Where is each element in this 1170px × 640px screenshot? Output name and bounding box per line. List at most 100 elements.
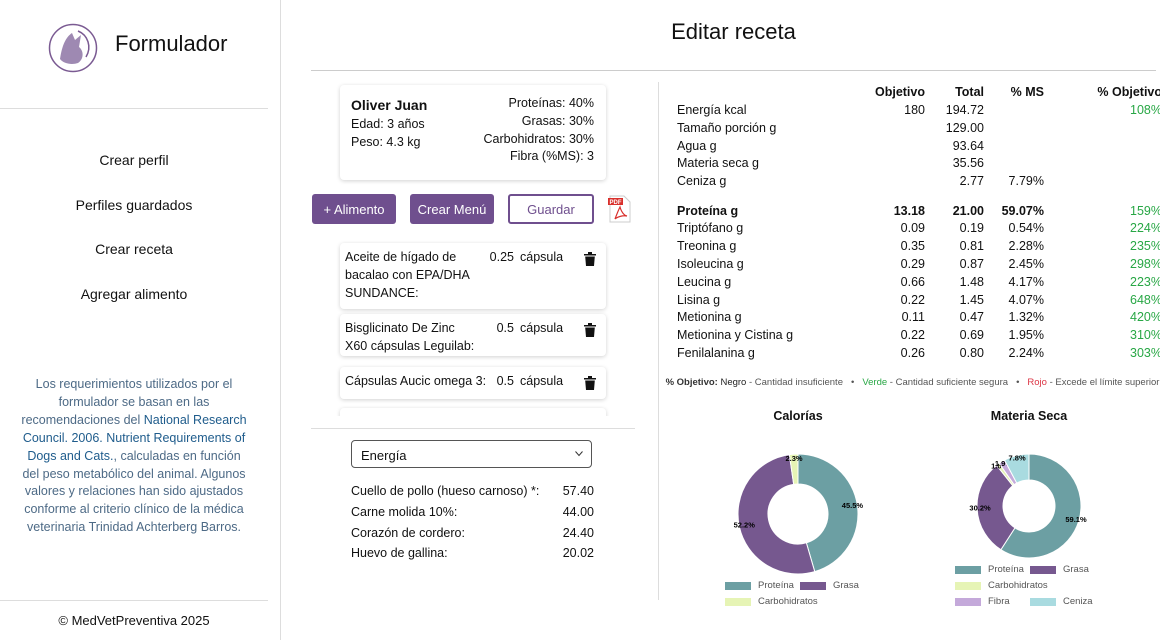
ingredient-name: Cápsulas Aucic omega 3: — [345, 374, 487, 388]
nutrient-name: Energía kcal — [677, 103, 747, 117]
profile-target: Carbohidratos: 30% — [483, 131, 594, 146]
table-cell: 2.24% — [1008, 345, 1044, 360]
nav-link[interactable]: Agregar alimento — [80, 286, 188, 302]
food-value: 24.40 — [562, 525, 594, 540]
chart-title: Materia Seca — [990, 409, 1068, 423]
reference-link[interactable]: National Research Council. 2006. Nutrien… — [22, 412, 247, 463]
delete-icon[interactable] — [584, 323, 596, 337]
table-row: Agua g 93.64 — [677, 139, 1152, 156]
separator: • — [850, 377, 855, 388]
nav-link[interactable]: Crear perfil — [99, 152, 169, 168]
table-row: Materia seca g 35.56 — [677, 156, 1152, 173]
table-cell: 310% — [1130, 328, 1160, 343]
nutrient-name: Proteína g — [677, 203, 739, 218]
legend-entry: Grasa — [833, 580, 859, 591]
legend-term: Verde — [862, 377, 888, 388]
ranking-row: Corazón de cordero: 24.40 — [351, 526, 594, 540]
legend-text: - Excede el límite superior — [1049, 377, 1160, 388]
nutrient-select[interactable]: Energía — [351, 440, 592, 468]
legend-entry: Proteína — [988, 564, 1024, 575]
legend-entry: Carbohidratos — [758, 596, 818, 607]
table-row: Leucina g 0.66 1.48 4.17% 223% — [677, 274, 1160, 292]
pdf-icon[interactable]: PDF — [608, 195, 632, 223]
table-cell: 4.07% — [1008, 292, 1044, 307]
ingredient-unit: cápsula — [520, 250, 564, 264]
table-cell: 35.56 — [952, 156, 984, 171]
table-cell: 180 — [904, 103, 925, 117]
table-cell: 59.07% — [1001, 203, 1044, 218]
legend-swatch — [955, 566, 981, 574]
table-cell: 0.09 — [900, 221, 925, 236]
table-cell: 108% — [1130, 103, 1160, 117]
table-row: Energía kcal 180 194.72 108% — [677, 103, 1160, 120]
legend-label: % Objetivo: — [665, 377, 718, 388]
ranking-row: Carne molida 10%: 44.00 — [351, 505, 594, 519]
button[interactable]: Crear Menú — [410, 194, 494, 224]
nutrient-name: Treonina g — [677, 239, 737, 254]
table-cell: 159% — [1130, 203, 1160, 218]
pie-slice — [1003, 453, 1030, 484]
button[interactable]: + Alimento — [312, 194, 396, 224]
table-cell: 0.69 — [959, 328, 984, 343]
separator: • — [1016, 377, 1020, 388]
pie-slice — [788, 453, 799, 485]
nutrient-name: Materia seca g — [677, 156, 759, 171]
ingredient-unit: cápsula — [520, 374, 564, 388]
legend-entry: Grasa — [1063, 564, 1089, 575]
profile-targets: Proteínas: 40% Grasas: 30% Carbohidratos: … — [484, 95, 594, 166]
donut-chart: 45.5% 52.2% 2.3% — [734, 453, 864, 575]
table-row: Isoleucina g 0.29 0.87 2.45% 298% — [677, 256, 1160, 274]
table-cell: 0.87 — [959, 256, 984, 271]
profile-card: Oliver Juan Edad: 3 años Peso: 4.3 kg Pro… — [340, 85, 606, 180]
nutrient-name: Tamaño porción g — [677, 120, 777, 135]
table-row: Lisina g 0.22 1.45 4.07% 648% — [677, 292, 1160, 310]
nutrient-name: Fenilalanina g — [677, 345, 755, 360]
table-cell: 0.22 — [900, 292, 925, 307]
table-cell: 2.77 — [959, 174, 984, 189]
nutrient-name: Isoleucina g — [677, 256, 744, 271]
table-cell: 1.45 — [959, 292, 984, 307]
pie-slice — [737, 454, 816, 575]
ingredient-name: Aceite de hígado de bacalao con EPA/DHA … — [345, 250, 470, 300]
table-cell: 0.11 — [901, 310, 925, 325]
nutrient-name: Triptófano g — [677, 221, 744, 236]
svg-text:PDF: PDF — [610, 200, 622, 206]
divider — [311, 428, 635, 429]
food-name: Huevo de gallina: — [351, 546, 448, 561]
legend-swatch — [725, 582, 751, 590]
chevron — [575, 451, 583, 457]
table-cell: 0.81 — [959, 239, 984, 254]
profile-name: Oliver Juan — [351, 97, 428, 113]
food-value: 20.02 — [562, 546, 594, 561]
delete-icon[interactable] — [584, 252, 596, 266]
trash-shape — [584, 252, 596, 266]
slice-label: 45.5% — [842, 501, 864, 510]
legend-swatch — [725, 598, 751, 606]
sidebar: Formulador Los requerimientos utilizados… — [0, 0, 281, 640]
delete-icon[interactable] — [584, 376, 596, 390]
table-cell: 648% — [1130, 292, 1160, 307]
slice-label: 1.9% — [995, 459, 1012, 468]
profile-details: Edad: 3 años Peso: 4.3 kg — [351, 116, 425, 152]
divider — [0, 600, 268, 601]
ingredient-card: Cápsulas Aucic omega 3: 0.5 cápsula — [340, 367, 606, 399]
table-cell: 13.18 — [893, 203, 925, 218]
logo — [48, 23, 98, 73]
food-name: Carne molida 10%: — [351, 504, 458, 519]
note-text: Los requerimientos utilizados por el for… — [21, 377, 233, 427]
ingredient-card: Bisglicinato De Zinc X60 cápsulas Leguil… — [340, 314, 606, 356]
table-cell: 303% — [1130, 345, 1160, 360]
legend-swatch — [955, 598, 981, 606]
nav-link[interactable]: Perfiles guardados — [75, 197, 193, 213]
table-cell: 4.17% — [1008, 274, 1044, 289]
column-header: % MS — [1010, 85, 1044, 99]
nav-link[interactable]: Crear receta — [95, 241, 173, 257]
ranking-row: Huevo de gallina: 20.02 — [351, 546, 594, 560]
profile-target: Grasas: 30% — [521, 113, 594, 128]
table-header: Objetivo Total % MS % Objetivo — [677, 85, 1160, 102]
button[interactable]: Guardar — [508, 194, 594, 224]
legend-term: Negro — [720, 377, 747, 388]
brand: Formulador — [115, 31, 228, 56]
legend-term: Rojo — [1027, 377, 1047, 388]
table-cell: 0.47 — [959, 310, 984, 325]
